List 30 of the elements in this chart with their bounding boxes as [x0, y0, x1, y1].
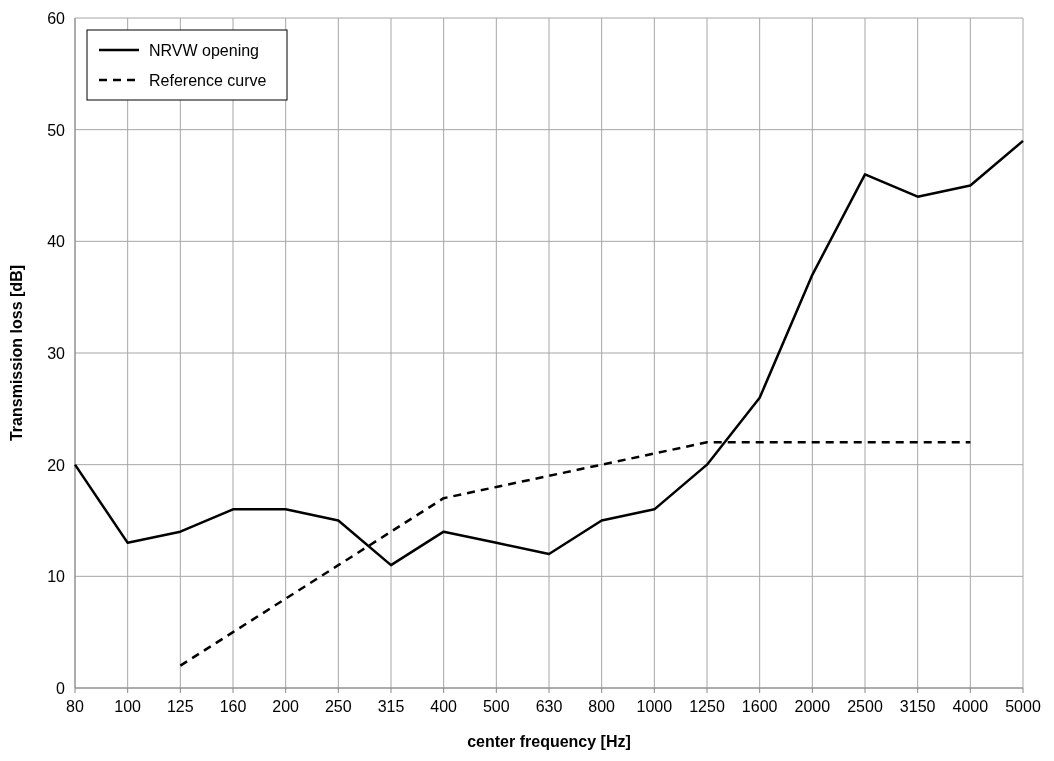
y-tick-label: 20: [47, 456, 66, 474]
y-tick-label: 10: [47, 568, 66, 586]
x-tick-label: 125: [166, 698, 194, 715]
x-tick-label: 80: [66, 698, 84, 715]
x-tick-label: 315: [377, 698, 405, 715]
x-tick-label: 250: [324, 698, 352, 715]
x-tick-label: 4000: [952, 698, 989, 715]
y-tick-label: 50: [47, 121, 66, 139]
x-tick-label: 2500: [847, 698, 883, 715]
legend-label: Reference curve: [149, 72, 267, 89]
x-tick-label: 800: [588, 698, 616, 715]
x-axis-title: center frequency [Hz]: [467, 733, 631, 750]
legend-label: NRVW opening: [149, 42, 259, 59]
x-tick-label: 160: [219, 698, 247, 715]
x-tick-label: 100: [114, 698, 142, 715]
x-tick-label: 200: [272, 698, 300, 715]
y-tick-label: 0: [56, 680, 66, 697]
x-tick-label: 400: [430, 698, 458, 715]
x-tick-label: 1250: [689, 698, 725, 715]
x-tick-label: 2000: [794, 698, 831, 715]
x-tick-label: 3150: [899, 698, 936, 715]
x-tick-label: 500: [482, 698, 510, 715]
y-tick-label: 60: [47, 10, 66, 27]
x-tick-label: 1600: [741, 698, 778, 715]
x-tick-label: 630: [535, 698, 563, 715]
y-tick-label: 40: [47, 233, 66, 251]
y-axis-title: Transmission loss [dB]: [8, 264, 25, 442]
x-tick-label: 5000: [1005, 698, 1041, 715]
y-tick-label: 30: [47, 345, 66, 362]
x-tick-label: 1000: [636, 698, 673, 715]
